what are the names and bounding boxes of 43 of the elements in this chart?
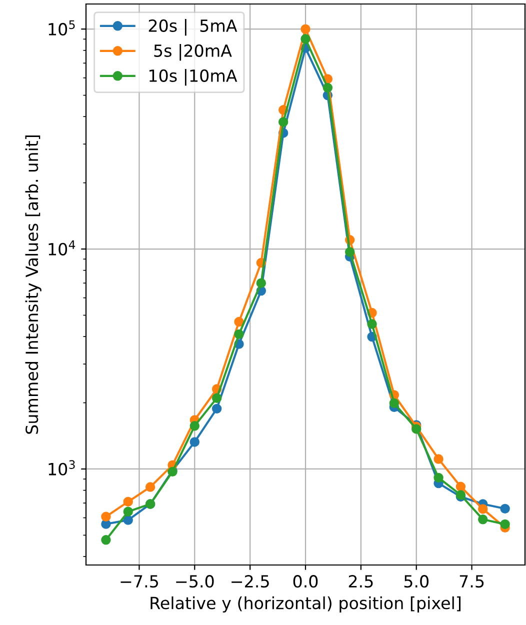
point [123,506,133,516]
x-tick-label: −7.5 [120,575,158,588]
point [101,535,111,545]
point [278,117,288,127]
point [411,424,422,434]
legend-label: 5s |20mA [154,44,232,61]
point [500,504,510,514]
point [434,472,444,483]
point [212,393,222,403]
x-tick-label: 0.0 [293,575,318,588]
point [123,496,133,507]
y-tick-label: 10$^{5}$ [48,20,75,36]
point [123,515,133,525]
legend-label: 20s | 5mA [148,19,238,36]
point [389,398,400,408]
x-tick-label: −2.5 [232,575,269,588]
point [434,454,444,464]
point [101,512,111,522]
x-tick-label: −5.0 [176,575,214,588]
y-tick-label: 10$^{4}$ [48,240,76,256]
point [212,404,222,414]
x-tick-label: 2.5 [348,575,373,588]
point [256,278,266,288]
point [300,24,310,34]
x-tick-label: 7.5 [460,575,484,588]
y-tick-label: 10$^{3}$ [48,460,75,476]
point [456,482,466,492]
point [500,519,510,530]
point [478,514,488,524]
legend-label: 10s |10mA [149,69,238,86]
point [190,421,200,431]
point [234,316,244,327]
point [145,482,156,492]
point [190,437,200,447]
point [322,82,333,93]
point [367,319,377,329]
x-axis-title: Relative y (horizontal) position [pixel] [150,596,460,613]
point [300,34,310,44]
point [478,504,488,514]
x-tick-label: 5.0 [404,575,429,588]
y-axis-title: Summed Intensity Values [arb. unit] [25,135,42,434]
point [344,247,355,257]
point [234,329,244,340]
